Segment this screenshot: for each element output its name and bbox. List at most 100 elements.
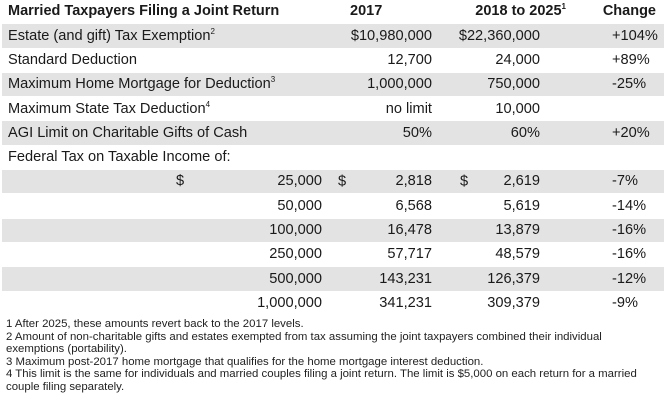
footnote-3: 3 Maximum post-2017 home mortgage that q… <box>6 355 484 368</box>
income-value: 50,000 <box>277 197 322 214</box>
row-footnote-ref: 4 <box>205 99 211 109</box>
income-cell: 250,000 <box>2 242 330 266</box>
tax-2018: 13,879 <box>452 218 578 242</box>
income-value: 500,000 <box>269 270 322 287</box>
change-value: +89% <box>612 51 650 68</box>
change-value: +104% <box>612 27 658 44</box>
tax-2017-value: 2,818 <box>395 173 432 190</box>
tax-2018-value: 126,379 <box>487 270 540 287</box>
row-label-text: Estate (and gift) Tax Exemption <box>8 27 211 44</box>
income-cell: 50,000 <box>2 194 330 218</box>
income-row: 250,000 57,717 48,579 -16% <box>2 242 664 267</box>
tax-2018-value: 5,619 <box>503 197 540 214</box>
tax-2018: $2,619 <box>452 170 578 194</box>
row-label: Estate (and gift) Tax Exemption2 <box>2 24 330 48</box>
table-body: Estate (and gift) Tax Exemption2 $10,980,… <box>2 23 664 315</box>
row-label-text: AGI Limit on Charitable Gifts of Cash <box>8 124 248 141</box>
tax-comparison-table: Married Taxpayers Filing a Joint Return … <box>2 0 664 315</box>
tax-2018: 309,379 <box>452 291 578 315</box>
tax-2018-value: 13,879 <box>495 222 540 239</box>
income-amount: 100,000 <box>2 223 330 238</box>
tax-2017: 6,568 <box>330 194 452 218</box>
income-amount: 50,000 <box>2 199 330 214</box>
income-value: 100,000 <box>269 222 322 239</box>
change-value: -25% <box>612 76 647 93</box>
tax-2018-value: 48,579 <box>495 246 540 263</box>
tax-2017-value: 16,478 <box>387 222 432 239</box>
table-header-row: Married Taxpayers Filing a Joint Return … <box>2 0 664 24</box>
value-2017 <box>330 145 452 169</box>
footnote-2: 2 Amount of non-charitable gifts and est… <box>6 330 602 356</box>
tax-2017-value: 341,231 <box>379 294 432 311</box>
income-row: 50,000 6,568 5,619 -14% <box>2 193 664 219</box>
tax-2017: 57,717 <box>330 242 452 266</box>
income-row: 1,000,000 341,231 309,379 -9% <box>2 291 664 315</box>
tax-2018-value: 309,379 <box>487 294 540 311</box>
header-change: Change <box>602 3 656 20</box>
value-2018: 60% <box>510 124 540 141</box>
footnotes: 1 After 2025, these amounts revert back … <box>6 318 662 394</box>
tax-2017-dollar-sign: $ <box>338 173 347 190</box>
table-row: Federal Tax on Taxable Income of: <box>2 145 664 170</box>
header-title: Married Taxpayers Filing a Joint Return <box>8 3 280 20</box>
row-label-text: Standard Deduction <box>8 51 137 68</box>
row-footnote-ref: 2 <box>210 26 215 36</box>
tax-change: -16% <box>612 222 647 239</box>
value-2018: $22,360,000 <box>458 27 540 44</box>
income-amount: 250,000 <box>2 247 330 262</box>
row-label-text: Maximum State Tax Deduction <box>8 100 206 117</box>
tax-2018: 5,619 <box>452 194 578 218</box>
tax-change: -7% <box>612 173 638 190</box>
tax-change: -14% <box>612 197 647 214</box>
tax-change: -9% <box>612 294 638 311</box>
income-dollar-sign: $ <box>176 173 185 190</box>
value-2017: $10,980,000 <box>350 27 432 44</box>
tax-2017: 16,478 <box>330 218 452 242</box>
value-2017: 50% <box>402 124 432 141</box>
value-2017: no limit <box>385 100 432 117</box>
table-row: Standard Deduction 12,700 24,000 +89% <box>2 48 664 73</box>
income-row: 100,000 16,478 13,879 -16% <box>2 218 664 243</box>
value-2018: 750,000 <box>487 76 540 93</box>
table-row: Maximum Home Mortgage for Deduction3 1,00… <box>2 72 664 97</box>
value-2018: 10,000 <box>495 100 540 117</box>
row-footnote-ref: 3 <box>270 75 276 85</box>
income-amount: 1,000,000 <box>2 296 330 311</box>
income-value: 25,000 <box>277 173 322 190</box>
income-value: 250,000 <box>269 246 322 263</box>
tax-2018-dollar-sign: $ <box>460 173 469 190</box>
value-2018 <box>452 145 578 169</box>
change-value <box>578 97 664 121</box>
change-value: +20% <box>612 124 650 141</box>
income-amount: 500,000 <box>2 272 330 287</box>
tax-2018: 48,579 <box>452 242 578 266</box>
row-label: AGI Limit on Charitable Gifts of Cash <box>2 121 330 145</box>
tax-2018: 126,379 <box>452 267 578 291</box>
row-label-text: Federal Tax on Taxable Income of: <box>8 149 231 166</box>
header-2018-footnote-ref: 1 <box>561 2 566 12</box>
row-label: Standard Deduction <box>2 48 330 72</box>
row-label: Maximum State Tax Deduction4 <box>2 97 330 121</box>
income-value: 1,000,000 <box>257 294 322 311</box>
table-row: Estate (and gift) Tax Exemption2 $10,980,… <box>2 23 664 49</box>
tax-2017: 143,231 <box>330 267 452 291</box>
table-row: Maximum State Tax Deduction4 no limit 10,0… <box>2 96 664 121</box>
header-2018: 2018 to 20251 <box>452 0 578 24</box>
row-label-text: Maximum Home Mortgage for Deduction <box>8 76 271 93</box>
footnote-4: 4 This limit is the same for individuals… <box>6 368 637 393</box>
row-label: Maximum Home Mortgage for Deduction3 <box>2 72 330 96</box>
income-row: $25,000 $2,818 $2,619 -7% <box>2 169 664 194</box>
value-2017: 1,000,000 <box>367 76 432 93</box>
income-amount: $25,000 <box>2 174 330 189</box>
tax-2017-value: 6,568 <box>395 197 432 214</box>
change-value <box>578 145 664 169</box>
tax-change: -16% <box>612 246 647 263</box>
header-2018-label: 2018 to 2025 <box>475 3 562 20</box>
income-cell: 500,000 <box>2 267 330 291</box>
tax-change: -12% <box>612 270 647 287</box>
income-row: 500,000 143,231 126,379 -12% <box>2 266 664 292</box>
footnote-1: 1 After 2025, these amounts revert back … <box>6 318 304 330</box>
tax-2018-value: 2,619 <box>503 173 540 190</box>
row-label: Federal Tax on Taxable Income of: <box>2 145 330 169</box>
